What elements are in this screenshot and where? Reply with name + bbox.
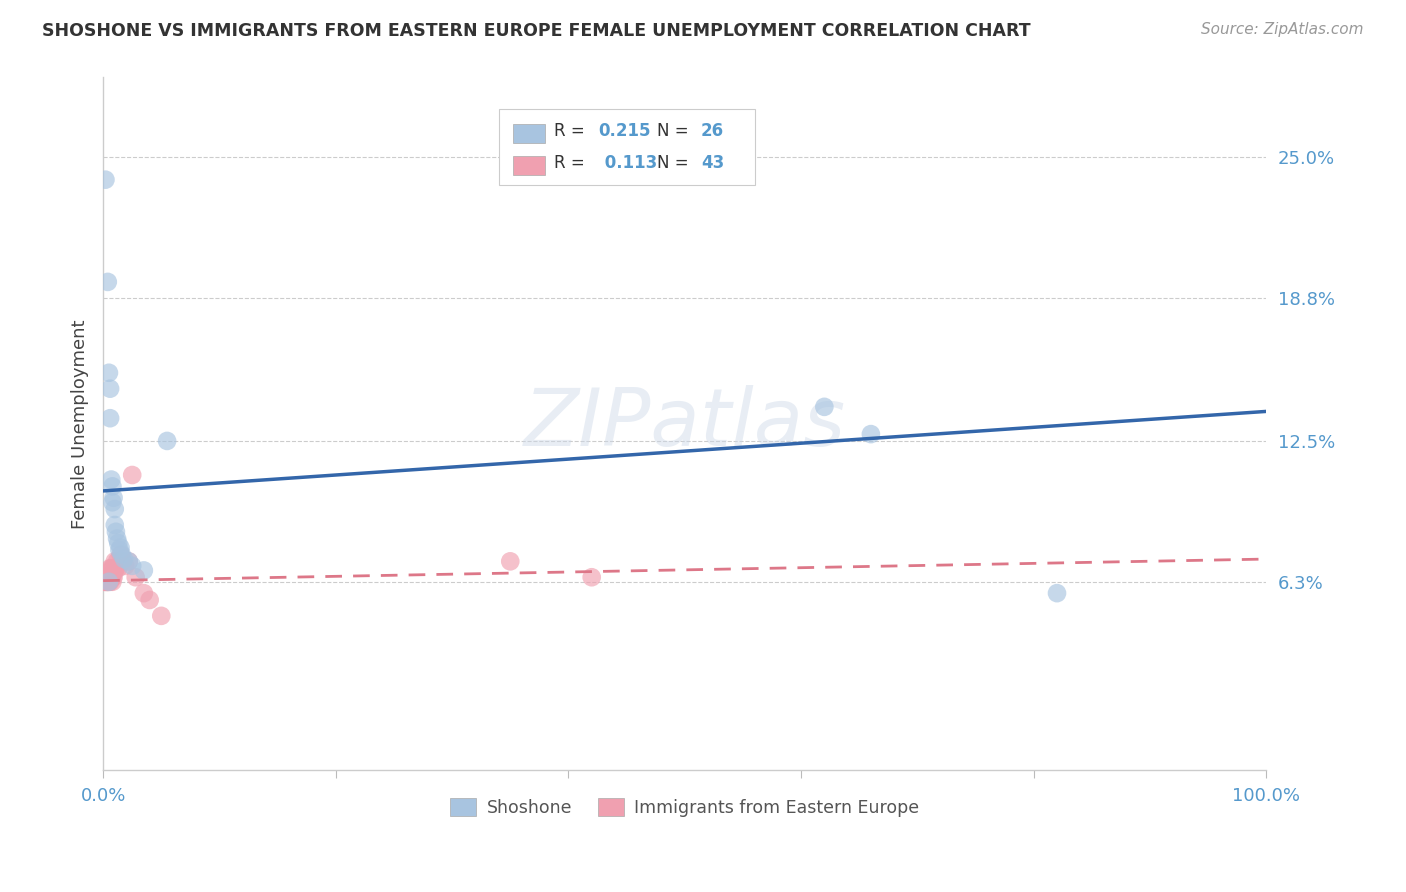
Point <box>150 608 173 623</box>
Point <box>97 574 120 589</box>
Point <box>101 479 124 493</box>
Point <box>96 574 118 589</box>
Point <box>94 172 117 186</box>
Text: ZIPatlas: ZIPatlas <box>523 384 846 463</box>
Point <box>100 561 122 575</box>
Text: 26: 26 <box>702 122 724 140</box>
Point <box>103 570 125 584</box>
Point <box>859 427 882 442</box>
Point <box>98 411 121 425</box>
Point <box>125 570 148 584</box>
Text: 43: 43 <box>702 153 724 171</box>
Legend: Shoshone, Immigrants from Eastern Europe: Shoshone, Immigrants from Eastern Europe <box>443 791 927 824</box>
Point <box>499 554 522 568</box>
Point <box>100 570 122 584</box>
Point <box>813 400 835 414</box>
Point <box>112 552 135 566</box>
Point <box>94 574 117 589</box>
FancyBboxPatch shape <box>513 156 546 175</box>
Point <box>132 563 155 577</box>
Point <box>94 574 117 589</box>
Point <box>104 554 127 568</box>
Point <box>104 524 127 539</box>
Point <box>103 566 125 580</box>
Point <box>94 570 117 584</box>
Point <box>98 570 121 584</box>
Point <box>101 561 124 575</box>
Point <box>101 495 124 509</box>
FancyBboxPatch shape <box>513 124 546 144</box>
Point <box>101 570 124 584</box>
Point <box>97 574 120 589</box>
Point <box>97 570 120 584</box>
Point <box>97 574 120 589</box>
Point <box>108 543 131 558</box>
Y-axis label: Female Unemployment: Female Unemployment <box>72 319 89 529</box>
Text: 0.215: 0.215 <box>599 122 651 140</box>
Point <box>105 532 128 546</box>
Point <box>104 502 127 516</box>
Point <box>98 382 121 396</box>
Point <box>101 574 124 589</box>
Point <box>93 574 115 589</box>
FancyBboxPatch shape <box>499 109 755 185</box>
Point <box>93 570 115 584</box>
Point <box>100 563 122 577</box>
Point <box>103 491 125 505</box>
Point <box>581 570 603 584</box>
Point <box>100 473 122 487</box>
Point <box>138 593 160 607</box>
Point <box>156 434 179 448</box>
Point <box>118 554 141 568</box>
Point <box>104 563 127 577</box>
Text: N =: N = <box>657 122 693 140</box>
Point <box>132 586 155 600</box>
Point <box>110 541 132 555</box>
Point <box>96 570 118 584</box>
Point <box>97 366 120 380</box>
Point <box>93 574 115 589</box>
Point <box>107 561 129 575</box>
Point <box>107 536 129 550</box>
Point <box>98 561 121 575</box>
Text: N =: N = <box>657 153 693 171</box>
Point <box>111 548 134 562</box>
Point <box>118 554 141 568</box>
Point <box>114 558 136 573</box>
Point <box>105 554 128 568</box>
Point <box>121 558 143 573</box>
Point <box>97 574 120 589</box>
Point <box>97 275 120 289</box>
Point <box>1046 586 1069 600</box>
Point <box>121 468 143 483</box>
Text: 0.113: 0.113 <box>599 153 657 171</box>
Point <box>97 574 120 589</box>
Point <box>110 548 132 562</box>
Text: R =: R = <box>554 153 591 171</box>
Point <box>111 554 134 568</box>
Point <box>98 574 121 589</box>
Point <box>97 574 120 589</box>
Point <box>104 518 127 533</box>
Point <box>104 561 127 575</box>
Text: R =: R = <box>554 122 591 140</box>
Point <box>96 574 118 589</box>
Text: Source: ZipAtlas.com: Source: ZipAtlas.com <box>1201 22 1364 37</box>
Point <box>96 574 118 589</box>
Text: SHOSHONE VS IMMIGRANTS FROM EASTERN EUROPE FEMALE UNEMPLOYMENT CORRELATION CHART: SHOSHONE VS IMMIGRANTS FROM EASTERN EURO… <box>42 22 1031 40</box>
